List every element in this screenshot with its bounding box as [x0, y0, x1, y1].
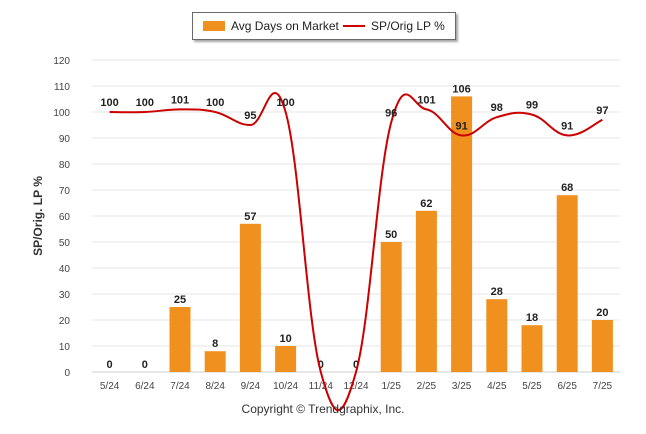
chart-legend: Avg Days on Market SP/Orig LP %: [192, 12, 456, 40]
y-tick-label: 20: [59, 316, 71, 327]
y-tick-label: 50: [59, 238, 71, 249]
bar: [451, 96, 473, 373]
bar-value-label: 0: [107, 359, 113, 371]
bar-value-label: 0: [142, 359, 148, 371]
x-tick-label: 2/25: [417, 381, 437, 392]
y-tick-label: 70: [59, 186, 71, 197]
bar: [486, 299, 508, 372]
bar: [169, 307, 191, 372]
bar-value-label: 57: [244, 211, 256, 223]
y-tick-label: 110: [54, 82, 70, 93]
bar: [380, 242, 402, 372]
line-value-label: 97: [596, 105, 608, 117]
y-tick-label: 100: [53, 108, 70, 119]
bar-value-label: 50: [385, 229, 397, 241]
x-tick-label: 11/24: [309, 381, 334, 392]
line-series-sp-orig-lp: [109, 92, 603, 411]
y-tick-label: 120: [53, 56, 70, 67]
line-value-label: 91: [455, 120, 467, 132]
bar-value-label: 8: [212, 338, 218, 350]
y-tick-label: 0: [64, 368, 70, 379]
y-tick-label: 40: [59, 264, 71, 275]
x-tick-label: 4/25: [487, 381, 507, 392]
y-tick-label: 90: [59, 134, 71, 145]
y-tick-label: 80: [59, 160, 71, 171]
line-value-label: 99: [526, 100, 538, 112]
bar: [521, 325, 543, 372]
line-value-label: 101: [417, 94, 435, 106]
bar: [556, 195, 578, 372]
bar-value-label: 0: [353, 359, 359, 371]
x-tick-label: 12/24: [343, 381, 368, 392]
x-tick-label: 6/25: [557, 381, 577, 392]
bar-value-label: 68: [561, 182, 573, 194]
x-tick-label: 5/25: [522, 381, 542, 392]
legend-item-sp-orig-lp: SP/Orig LP %: [343, 19, 445, 33]
y-tick-label: 30: [59, 290, 71, 301]
line-value-label: 98: [491, 102, 503, 114]
y-tick-label: 60: [59, 212, 71, 223]
legend-swatch-bar: [203, 21, 225, 31]
x-tick-label: 6/24: [135, 381, 155, 392]
legend-swatch-line: [343, 25, 365, 27]
y-axis-title: SP/Orig. LP %: [31, 176, 45, 256]
bar-value-label: 18: [526, 312, 538, 324]
legend-label-sp-orig-lp: SP/Orig LP %: [371, 19, 445, 33]
bar-value-label: 62: [420, 198, 432, 210]
line-value-label: 100: [276, 97, 294, 109]
copyright-text: Copyright © Trendgraphix, Inc.: [241, 402, 405, 416]
legend-item-days-on-market: Avg Days on Market: [203, 19, 339, 33]
x-tick-label: 9/24: [241, 381, 261, 392]
bar: [415, 210, 437, 372]
line-value-label: 100: [206, 97, 224, 109]
line-value-label: 95: [244, 110, 256, 122]
line-value-label: 100: [136, 97, 154, 109]
x-tick-label: 1/25: [381, 381, 401, 392]
x-tick-label: 8/24: [205, 381, 225, 392]
bar-value-label: 28: [491, 286, 503, 298]
bar: [591, 320, 613, 372]
line-value-label: 96: [385, 107, 397, 119]
bar-value-label: 106: [452, 83, 470, 95]
x-tick-label: 5/24: [100, 381, 120, 392]
bar-value-label: 20: [596, 307, 608, 319]
x-tick-label: 7/25: [593, 381, 613, 392]
line-value-label: 101: [171, 94, 189, 106]
x-tick-label: 7/24: [170, 381, 190, 392]
bar-value-label: 0: [318, 359, 324, 371]
line-value-label: 100: [100, 97, 118, 109]
x-tick-label: 3/25: [452, 381, 472, 392]
y-tick-label: 10: [59, 342, 71, 353]
bar: [204, 351, 226, 372]
bar-value-label: 10: [279, 333, 291, 345]
bar-value-label: 25: [174, 294, 186, 306]
bar: [275, 346, 297, 372]
line-value-label: 91: [561, 120, 573, 132]
bar: [239, 223, 261, 372]
legend-label-days-on-market: Avg Days on Market: [231, 19, 339, 33]
x-tick-label: 10/24: [273, 381, 298, 392]
